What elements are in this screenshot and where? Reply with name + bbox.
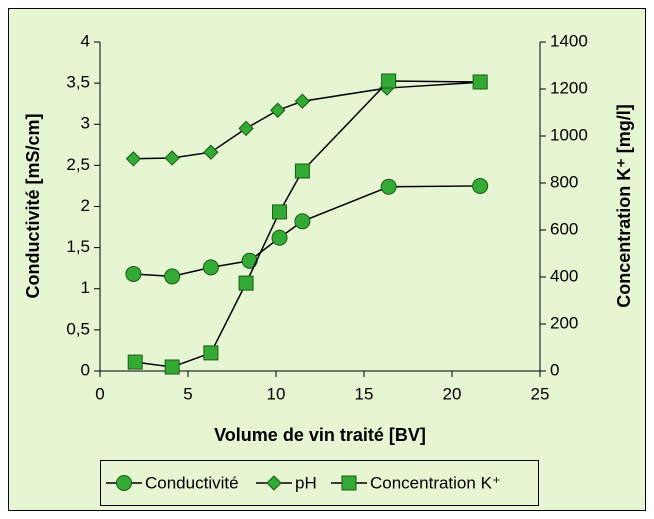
marker — [238, 275, 254, 291]
marker — [272, 204, 288, 220]
legend-label: pH — [295, 473, 317, 492]
legend-box — [100, 460, 539, 506]
marker — [381, 73, 397, 89]
y2-tick-label: 400 — [550, 266, 578, 285]
y-tick-label: 1 — [81, 278, 90, 297]
y2-tick-label: 0 — [550, 360, 559, 379]
marker — [127, 354, 143, 370]
marker — [380, 178, 397, 195]
x-tick-label: 15 — [355, 384, 374, 403]
y-tick-label: 1,5 — [66, 237, 90, 256]
legend-label: Conductivité — [145, 473, 239, 492]
x-tick-label: 20 — [443, 384, 462, 403]
y2-tick-label: 800 — [550, 172, 578, 191]
marker — [472, 177, 489, 194]
marker — [125, 151, 142, 167]
legend-marker — [266, 475, 282, 491]
y2-tick-label: 1000 — [550, 125, 588, 144]
y2-tick-label: 1200 — [550, 78, 588, 97]
marker — [472, 74, 488, 90]
marker — [164, 150, 180, 166]
y-axis-title: Conductivité [mS/cm] — [23, 113, 43, 298]
marker — [202, 259, 219, 276]
y2-tick-label: 600 — [550, 219, 578, 238]
y-tick-label: 3,5 — [66, 73, 90, 92]
x-axis-title: Volume de vin traité [BV] — [214, 425, 426, 445]
marker — [164, 268, 181, 285]
marker — [164, 359, 180, 375]
y-tick-label: 0 — [81, 360, 90, 379]
chart-frame — [8, 8, 646, 511]
legend-marker — [116, 475, 132, 491]
marker — [294, 93, 311, 109]
marker — [203, 144, 219, 160]
y-tick-label: 0,5 — [66, 319, 90, 338]
marker — [294, 163, 310, 179]
x-tick-label: 0 — [95, 384, 104, 403]
legend-marker — [341, 475, 357, 491]
y-tick-label: 2,5 — [66, 155, 90, 174]
marker — [203, 345, 219, 361]
y2-tick-label: 200 — [550, 313, 578, 332]
marker — [270, 102, 286, 118]
y2-axis-title: Concentration K⁺ [mg/l] — [614, 104, 634, 308]
y-tick-label: 3 — [81, 114, 90, 133]
marker — [238, 120, 254, 137]
y-tick-label: 2 — [81, 196, 90, 215]
marker — [125, 265, 142, 282]
x-tick-label: 25 — [531, 384, 550, 403]
x-tick-label: 10 — [267, 384, 286, 403]
y2-tick-label: 1400 — [550, 31, 588, 50]
y-tick-label: 4 — [81, 31, 90, 50]
legend-label: Concentration K⁺ — [370, 473, 501, 492]
marker — [271, 229, 288, 246]
marker — [294, 213, 311, 230]
x-tick-label: 5 — [183, 384, 192, 403]
